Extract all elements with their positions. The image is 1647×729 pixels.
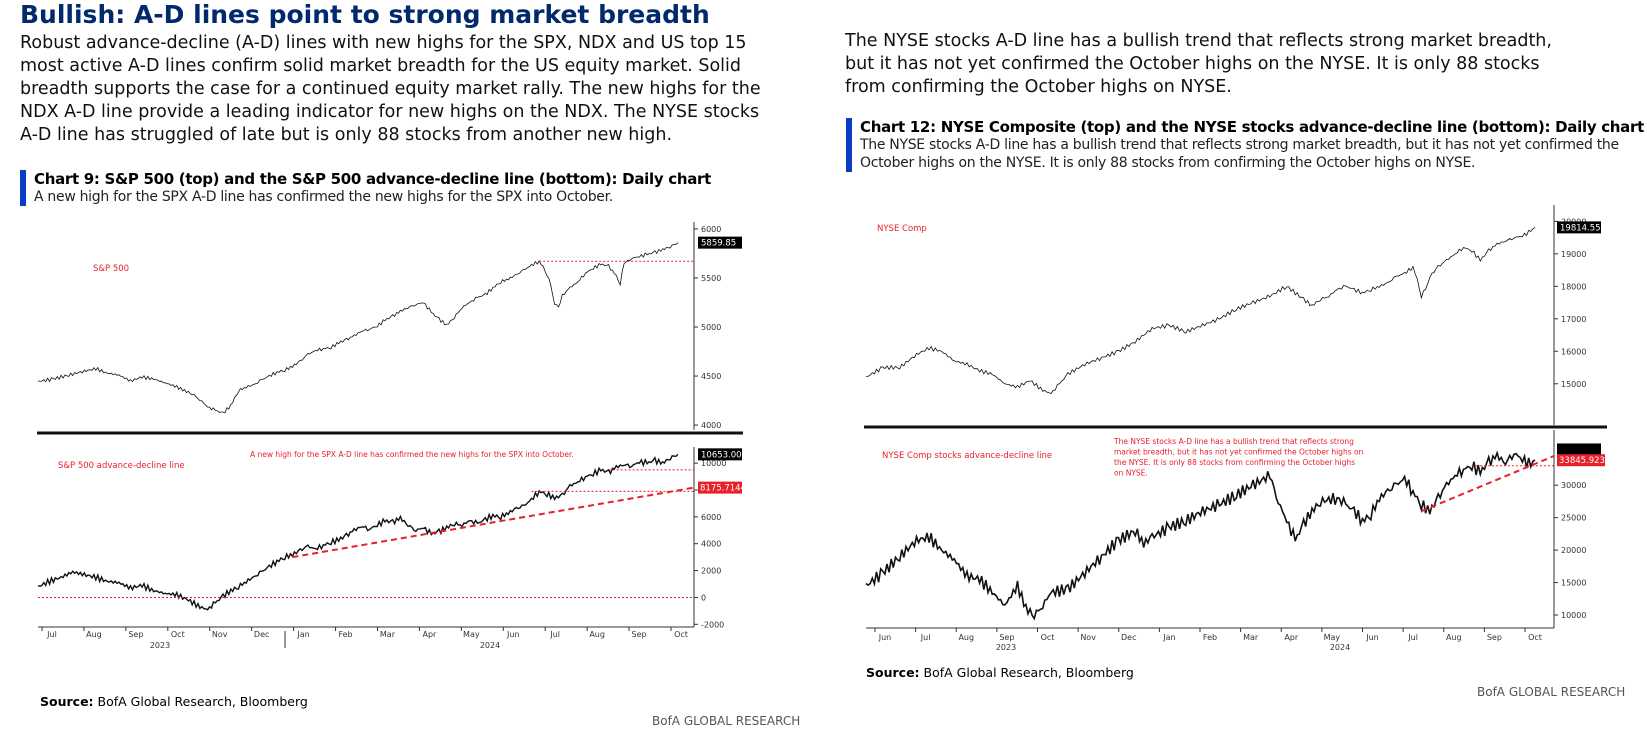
nyse-y-tick-label: 17000 — [1561, 315, 1586, 324]
spx-ad-y-tick-label: 4000 — [701, 540, 721, 549]
spx-ad-y-tick-label: -2000 — [701, 620, 724, 629]
chart9-x-tick-label: Aug — [86, 630, 102, 639]
nyse-ad-panel: 30000 25000 20000 15000 10000 NYSE Comp stock… — [865, 430, 1610, 652]
spx-ad-annotation: A new high for the SPX A-D line has conf… — [250, 450, 574, 459]
nyse-last-value-box — [1557, 221, 1601, 234]
spx-ad-trend-value-box — [698, 481, 742, 494]
chart12-x-tick-label: Jul — [1407, 633, 1418, 642]
chart9-x-tick-label: Sep — [128, 630, 143, 639]
nyse-ad-last-value-bg — [1557, 454, 1605, 467]
spx-series-line — [37, 242, 679, 414]
chart12-x-tick-label: Dec — [1121, 633, 1136, 642]
spx-panel: 6000 5500 5000 4500 4000 S&P 500 5859.85 — [37, 222, 743, 435]
chart12-header: Chart 12: NYSE Composite (top) and the N… — [846, 118, 1644, 172]
spx-y-tick-label: 5000 — [701, 323, 721, 332]
spx-ad-y-tick-label: 2000 — [701, 567, 721, 576]
spx-ad-y-tick-label: 10000 — [701, 459, 726, 468]
nyse-series-line — [865, 227, 1536, 395]
nyse-y-tick-label: 19000 — [1561, 250, 1586, 259]
chart12-x-tick-label: Oct — [1041, 633, 1055, 642]
chart12-x-tick-label: Jan — [1162, 633, 1175, 642]
spx-ad-trend-value: 8175.7144 — [700, 484, 746, 494]
chart9-x-tick-label: Jan — [296, 630, 309, 639]
spx-series-label: S&P 500 — [93, 264, 129, 274]
spx-ad-last-value: 10653.00 — [701, 450, 742, 460]
chart12-x-tick-label: Jun — [878, 633, 892, 642]
nyse-y-tick-label: 18000 — [1561, 282, 1586, 291]
spx-ad-last-value-box — [698, 448, 742, 461]
nyse-ad-trend-line — [1421, 455, 1555, 513]
chart9-x-tick-label: Jun — [506, 630, 520, 639]
chart9-x-tick-label: Jul — [46, 630, 57, 639]
spx-y-tick-label: 5500 — [701, 274, 721, 283]
spx-ad-y-tick-label: 6000 — [701, 513, 721, 522]
nyse-last-value: 19814.55 — [1560, 223, 1601, 233]
chart9-x-tick-label: Sep — [632, 630, 647, 639]
chart9-x-tick-label: Oct — [674, 630, 688, 639]
chart9-x-tick-label: Nov — [212, 630, 228, 639]
spx-last-value-box — [698, 236, 742, 249]
chart9-subtitle: A new high for the SPX A-D line has conf… — [34, 189, 613, 205]
chart9-brand: BofA GLOBAL RESEARCH — [652, 714, 801, 728]
nyse-y-tick-label: 15000 — [1561, 380, 1586, 389]
chart12-year-label: 2024 — [1330, 643, 1350, 652]
chart12-x-tick-label: Apr — [1284, 633, 1299, 642]
chart12-x-tick-label: Aug — [1446, 633, 1462, 642]
spx-y-tick-label: 4000 — [701, 421, 721, 430]
chart12-source: Source: BofA Global Research, Bloomberg — [866, 665, 1134, 680]
chart12-subtitle: The NYSE stocks A-D line has a bullish t… — [860, 137, 1619, 171]
chart12-x-tick-label: Nov — [1080, 633, 1096, 642]
nyse-y-tick-label: 16000 — [1561, 347, 1586, 356]
chart12-brand: BofA GLOBAL RESEARCH — [1477, 685, 1626, 699]
nyse-ad-last-value: 33845.9239 — [1559, 456, 1610, 466]
chart9-source: Source: BofA Global Research, Bloomberg — [40, 694, 308, 709]
nyse-ad-series-label: NYSE Comp stocks advance-decline line — [882, 451, 1052, 461]
chart9-x-tick-label: Apr — [422, 630, 437, 639]
chart9-header: Chart 9: S&P 500 (top) and the S&P 500 a… — [20, 170, 794, 206]
nyse-panel: 200001900018000170001600015000NYSE Comp1… — [864, 205, 1607, 429]
nyse-ad-annotation: The NYSE stocks A-D line has a bullish t… — [1113, 437, 1364, 478]
nyse-ad-last-value-box — [1557, 443, 1601, 456]
chart9-x-tick-label: Oct — [171, 630, 185, 639]
chart12-x-tick-label: Mar — [1243, 633, 1259, 642]
chart12-year-label: 2023 — [996, 643, 1016, 652]
nyse-ad-y-tick-label: 10000 — [1561, 611, 1586, 620]
page-headline: Bullish: A-D lines point to strong marke… — [20, 0, 710, 29]
chart9-title: Chart 9: S&P 500 (top) and the S&P 500 a… — [34, 170, 711, 188]
spx-last-value: 5859.85 — [701, 239, 736, 249]
chart9-year-label: 2024 — [480, 641, 500, 650]
chart12-x-tick-label: Oct — [1528, 633, 1542, 642]
spx-ad-series-label: S&P 500 advance-decline line — [58, 461, 185, 471]
chart12-x-tick-label: Feb — [1203, 633, 1217, 642]
chart12-x-tick-label: Jul — [920, 633, 931, 642]
chart9-x-tick-label: Dec — [254, 630, 269, 639]
chart12-title: Chart 12: NYSE Composite (top) and the N… — [860, 118, 1644, 136]
chart9-x-tick-label: Feb — [338, 630, 352, 639]
nyse-ad-y-tick-label: 25000 — [1561, 514, 1586, 523]
spx-ad-trend-line — [292, 486, 695, 559]
chart9-year-label: 2023 — [150, 641, 170, 650]
chart9-x-tick-label: Aug — [589, 630, 605, 639]
left-paragraph: Robust advance-decline (A-D) lines with … — [20, 33, 761, 145]
spx-y-tick-label: 4500 — [701, 372, 721, 381]
nyse-ad-y-tick-label: 30000 — [1561, 481, 1586, 490]
right-paragraph: The NYSE stocks A-D line has a bullish t… — [845, 31, 1552, 97]
chart9-x-tick-label: Jul — [549, 630, 560, 639]
chart9-x-tick-label: May — [463, 630, 480, 639]
nyse-ad-y-tick-label: 20000 — [1561, 546, 1586, 555]
chart12-x-tick-label: Sep — [1487, 633, 1502, 642]
chart12-x-tick-label: Aug — [958, 633, 974, 642]
chart9-x-tick-label: Mar — [380, 630, 396, 639]
chart12-x-tick-label: May — [1324, 633, 1341, 642]
nyse-ad-series-line — [865, 450, 1536, 621]
nyse-series-label: NYSE Comp — [877, 224, 927, 234]
nyse-ad-y-tick-label: 15000 — [1561, 579, 1586, 588]
spx-ad-series-line — [37, 453, 679, 611]
spx-y-tick-label: 6000 — [701, 225, 721, 234]
chart12-x-tick-label: Jun — [1365, 633, 1379, 642]
chart12-x-tick-label: Sep — [999, 633, 1014, 642]
spx-ad-y-tick-label: 0 — [701, 593, 706, 602]
